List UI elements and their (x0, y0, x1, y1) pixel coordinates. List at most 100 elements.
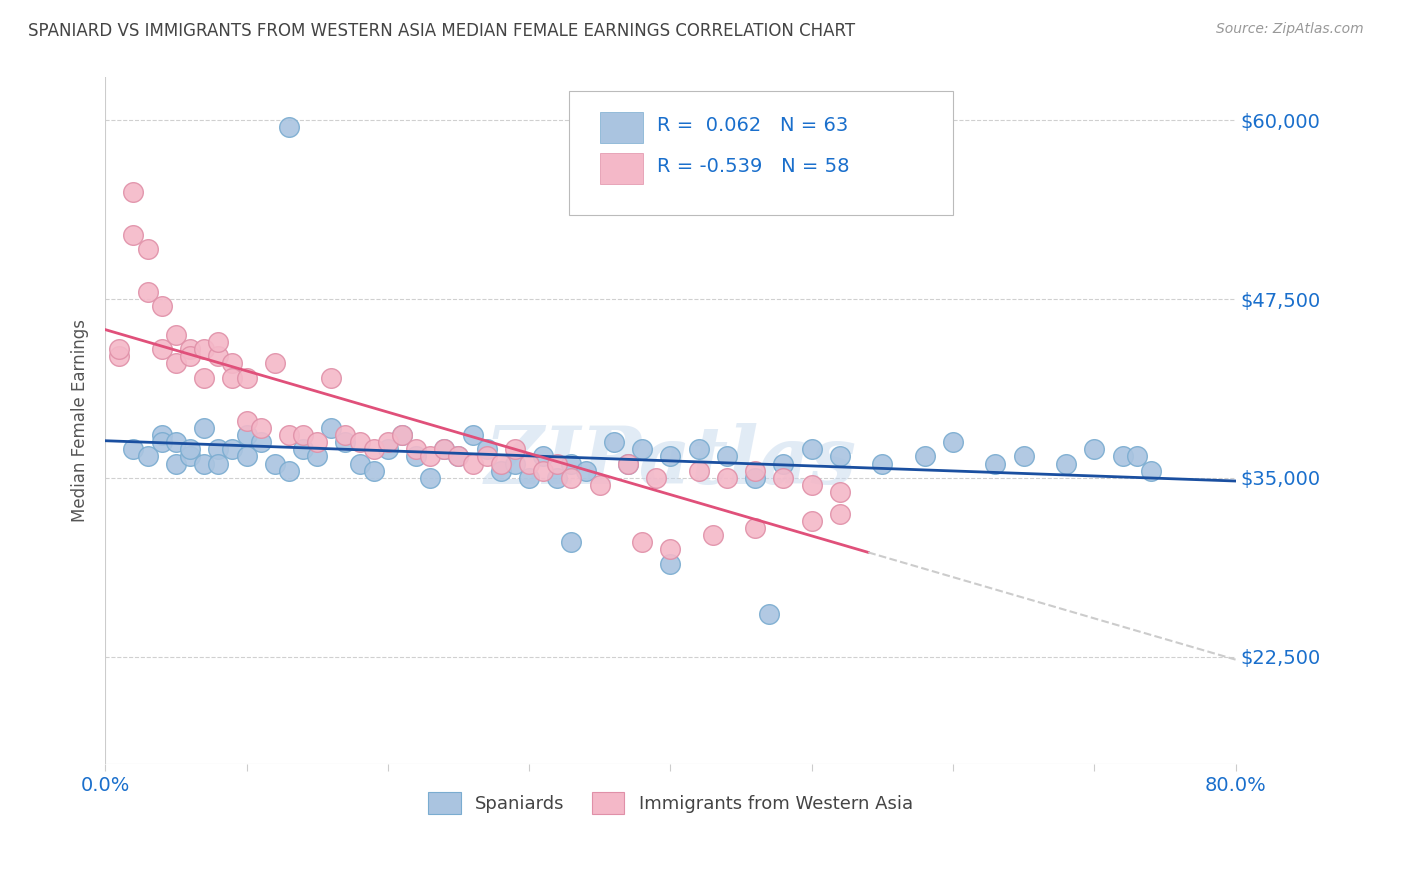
Y-axis label: Median Female Earnings: Median Female Earnings (72, 319, 89, 522)
Text: Source: ZipAtlas.com: Source: ZipAtlas.com (1216, 22, 1364, 37)
Point (363, 442, 385, 457)
Point (221, 370, 243, 384)
Point (193, 421, 215, 435)
Point (277, 464, 299, 478)
Point (391, 428, 413, 442)
Point (235, 428, 257, 442)
Point (108, 349, 131, 363)
Point (179, 442, 201, 457)
Point (560, 471, 582, 485)
Point (489, 464, 512, 478)
Point (475, 442, 498, 457)
Text: SPANIARD VS IMMIGRANTS FROM WESTERN ASIA MEDIAN FEMALE EARNINGS CORRELATION CHAR: SPANIARD VS IMMIGRANTS FROM WESTERN ASIA… (28, 22, 855, 40)
FancyBboxPatch shape (600, 112, 644, 143)
Point (221, 356, 243, 370)
Point (1111, 450, 1133, 464)
Point (150, 342, 173, 356)
Point (744, 521, 766, 535)
Point (631, 535, 654, 549)
Point (772, 471, 794, 485)
Point (517, 457, 540, 471)
Point (349, 457, 371, 471)
Point (560, 535, 582, 549)
Point (277, 120, 299, 135)
Point (335, 435, 357, 450)
Point (447, 450, 470, 464)
Point (193, 457, 215, 471)
Point (122, 442, 145, 457)
Legend: Spaniards, Immigrants from Western Asia: Spaniards, Immigrants from Western Asia (419, 783, 922, 823)
Point (645, 471, 668, 485)
Point (193, 342, 215, 356)
Point (489, 457, 512, 471)
Point (1054, 457, 1077, 471)
Point (531, 450, 554, 464)
Point (828, 507, 851, 521)
Point (716, 471, 738, 485)
Point (249, 435, 271, 450)
Point (800, 514, 823, 528)
Point (800, 442, 823, 457)
Point (1083, 442, 1105, 457)
Text: R =  0.062   N = 63: R = 0.062 N = 63 (657, 116, 848, 135)
Point (377, 435, 399, 450)
Point (688, 464, 710, 478)
Point (377, 442, 399, 457)
Point (461, 457, 484, 471)
Point (405, 442, 427, 457)
Point (405, 450, 427, 464)
Point (433, 442, 456, 457)
Point (828, 485, 851, 500)
Point (207, 442, 229, 457)
Point (321, 370, 343, 384)
Point (207, 349, 229, 363)
Point (984, 457, 1007, 471)
Point (688, 442, 710, 457)
Point (419, 450, 441, 464)
Point (461, 428, 484, 442)
Point (603, 435, 626, 450)
Point (433, 442, 456, 457)
Point (179, 342, 201, 356)
Point (503, 442, 526, 457)
Point (617, 457, 640, 471)
Point (560, 457, 582, 471)
Point (307, 450, 329, 464)
Point (150, 428, 173, 442)
Point (321, 421, 343, 435)
Point (546, 471, 568, 485)
Point (589, 478, 612, 492)
Point (165, 435, 187, 450)
Point (263, 457, 285, 471)
Point (165, 356, 187, 370)
Point (263, 356, 285, 370)
Point (546, 457, 568, 471)
Point (277, 428, 299, 442)
Point (122, 185, 145, 199)
Point (503, 457, 526, 471)
Text: R = -0.539   N = 58: R = -0.539 N = 58 (657, 157, 849, 176)
Point (150, 435, 173, 450)
Point (758, 607, 780, 621)
Point (872, 457, 894, 471)
Point (659, 557, 682, 571)
Point (292, 442, 315, 457)
Point (363, 464, 385, 478)
Point (207, 334, 229, 349)
Point (744, 471, 766, 485)
Point (1139, 464, 1161, 478)
Point (165, 327, 187, 342)
Point (659, 542, 682, 557)
Point (447, 450, 470, 464)
Point (702, 528, 724, 542)
Point (772, 457, 794, 471)
Point (249, 421, 271, 435)
Point (165, 457, 187, 471)
FancyBboxPatch shape (600, 153, 644, 184)
Text: ZIPatlas: ZIPatlas (484, 423, 856, 500)
Point (150, 299, 173, 313)
Point (419, 471, 441, 485)
Point (349, 435, 371, 450)
Point (1125, 450, 1147, 464)
Point (136, 450, 159, 464)
